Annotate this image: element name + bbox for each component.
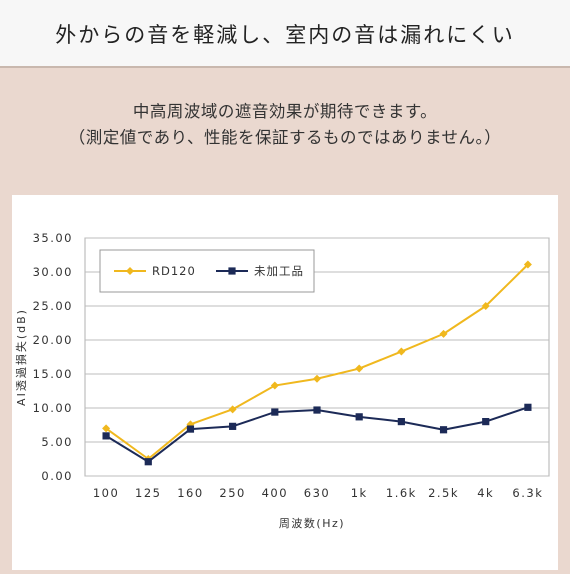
y-tick-label: 25.00	[33, 299, 73, 313]
y-tick-label: 35.00	[33, 231, 73, 245]
data-point	[102, 432, 110, 440]
data-point	[481, 302, 490, 310]
y-axis-title: AⅠ透過損失(dB)	[14, 308, 28, 406]
data-point	[524, 403, 532, 411]
y-tick-label: 20.00	[33, 333, 73, 347]
x-tick-label: 250	[219, 486, 245, 500]
data-point	[228, 405, 237, 414]
legend-label: RD120	[152, 264, 196, 278]
y-tick-label: 5.00	[41, 435, 73, 449]
legend-label: 未加工品	[254, 264, 304, 278]
data-point	[397, 347, 406, 356]
x-tick-label: 630	[304, 486, 330, 500]
x-tick-label: 6.3k	[512, 486, 543, 500]
series-line-0	[105, 263, 529, 460]
y-tick-label: 15.00	[33, 367, 73, 381]
page-title: 外からの音を軽減し、室内の音は漏れにくい	[55, 23, 515, 47]
legend-marker	[126, 267, 134, 275]
legend-marker	[228, 267, 236, 275]
line-chart: 0.00 5.00 10.00 15.00 20.00 25.00 30.00 35.00 10…	[14, 231, 550, 530]
data-point	[270, 381, 279, 390]
x-tick-label: 2.5k	[428, 486, 459, 500]
x-tick-label: 160	[177, 486, 203, 500]
x-tick-label: 4k	[477, 486, 494, 500]
data-point	[523, 260, 532, 269]
y-tick-label: 30.00	[33, 265, 73, 279]
chart-card: 0.00 5.00 10.00 15.00 20.00 25.00 30.00 35.00 10…	[12, 195, 558, 570]
x-tick-label: 1.6k	[386, 486, 417, 500]
data-point	[397, 418, 405, 426]
data-point	[271, 408, 279, 416]
data-point	[355, 364, 364, 373]
data-point	[313, 374, 321, 383]
x-tick-label: 1k	[351, 486, 368, 500]
y-tick-label: 0.00	[41, 469, 73, 483]
data-point	[482, 418, 490, 426]
x-tick-label: 400	[262, 486, 288, 500]
x-tick-label: 125	[135, 486, 161, 500]
data-point	[355, 413, 363, 421]
x-axis-title: 周波数(Hz)	[279, 517, 345, 530]
series-line-1	[105, 406, 529, 463]
x-tick-label: 100	[93, 486, 119, 500]
description-line-1: 中高周波域の遮音効果が期待できます。	[132, 102, 438, 121]
y-tick-label: 10.00	[33, 401, 73, 415]
data-point	[144, 458, 152, 466]
data-point	[313, 406, 321, 414]
title-banner: 外からの音を軽減し、室内の音は漏れにくい	[0, 0, 570, 68]
data-point	[229, 422, 237, 430]
data-point	[439, 329, 448, 338]
data-point	[102, 424, 111, 433]
description-line-2: （測定値であり、性能を保証するものではありません。）	[68, 128, 502, 147]
data-point	[186, 425, 195, 433]
data-point	[439, 426, 448, 434]
